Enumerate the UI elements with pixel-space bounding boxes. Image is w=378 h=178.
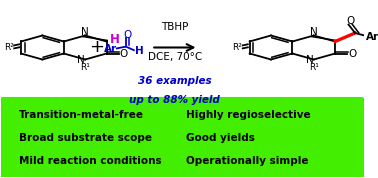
Text: up to 88% yield: up to 88% yield bbox=[130, 95, 220, 106]
Text: +: + bbox=[89, 38, 104, 56]
Text: R²: R² bbox=[4, 43, 14, 52]
Text: R¹: R¹ bbox=[309, 63, 319, 72]
Text: DCE, 70°C: DCE, 70°C bbox=[148, 52, 202, 62]
Text: R¹: R¹ bbox=[80, 63, 90, 72]
Text: Operationally simple: Operationally simple bbox=[186, 156, 308, 166]
Text: Broad substrate scope: Broad substrate scope bbox=[19, 134, 152, 143]
Text: TBHP: TBHP bbox=[161, 22, 189, 32]
Text: Good yields: Good yields bbox=[186, 134, 255, 143]
Text: Ar: Ar bbox=[366, 32, 378, 42]
Text: O: O bbox=[120, 48, 128, 59]
Text: O: O bbox=[349, 48, 356, 59]
Text: N: N bbox=[305, 54, 313, 64]
Text: H: H bbox=[135, 46, 143, 56]
Text: N: N bbox=[310, 27, 318, 37]
FancyBboxPatch shape bbox=[0, 97, 365, 178]
Text: O: O bbox=[124, 30, 132, 40]
Text: Mild reaction conditions: Mild reaction conditions bbox=[19, 156, 161, 166]
Text: Highly regioselective: Highly regioselective bbox=[186, 111, 310, 121]
Text: Transition-metal-free: Transition-metal-free bbox=[19, 111, 144, 121]
Text: N: N bbox=[81, 27, 89, 37]
Text: Ar: Ar bbox=[104, 44, 117, 54]
Text: R²: R² bbox=[232, 43, 242, 52]
Text: N: N bbox=[77, 54, 85, 64]
Text: H: H bbox=[110, 33, 119, 46]
Text: 36 examples: 36 examples bbox=[138, 76, 212, 86]
Text: O: O bbox=[346, 16, 355, 26]
